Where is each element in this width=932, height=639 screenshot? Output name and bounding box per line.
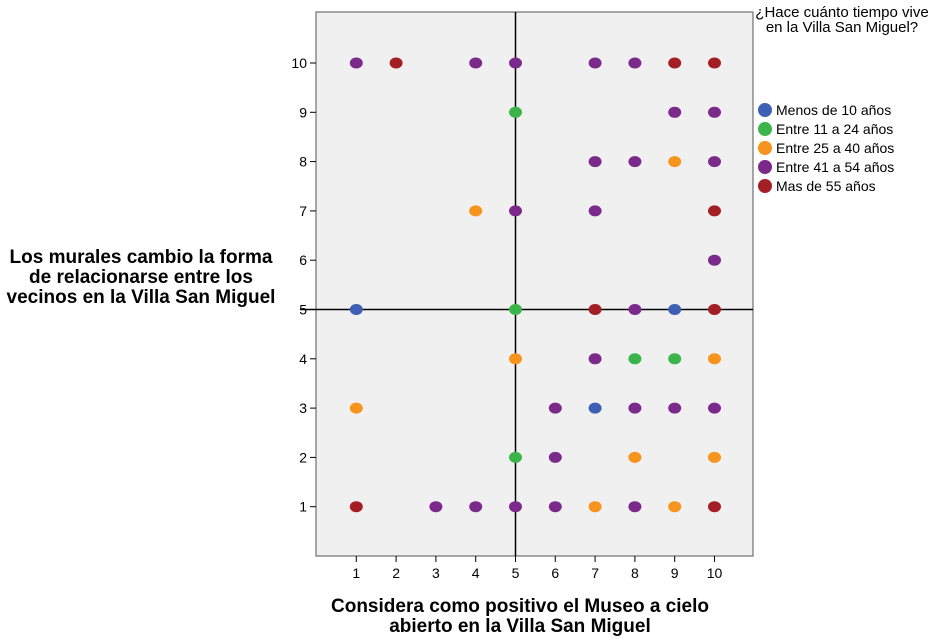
data-point	[588, 304, 602, 315]
data-point	[628, 402, 642, 414]
data-point	[628, 156, 642, 168]
plot-area	[315, 11, 754, 557]
data-point	[509, 57, 522, 69]
data-point	[628, 501, 642, 513]
data-point	[708, 156, 721, 168]
x-tick-label: 7	[591, 565, 599, 581]
legend-item: Mas de 55 años	[758, 176, 894, 195]
data-point	[349, 402, 363, 414]
legend-label: Mas de 55 años	[776, 177, 876, 194]
data-point	[668, 501, 682, 513]
data-point	[708, 353, 721, 365]
data-point	[708, 501, 721, 513]
data-point	[668, 156, 682, 168]
x-tick-label: 6	[551, 565, 559, 581]
data-point	[509, 451, 522, 463]
x-tick-label: 3	[432, 565, 440, 581]
data-point	[628, 353, 642, 365]
x-tick-label: 10	[707, 565, 723, 581]
data-point	[349, 57, 363, 69]
x-tick-label: 2	[392, 565, 400, 581]
data-point	[349, 304, 363, 315]
y-axis-label: Los murales cambio la forma de relaciona…	[6, 247, 276, 308]
legend: Menos de 10 años Entre 11 a 24 años Entre …	[758, 100, 894, 195]
data-point	[628, 304, 642, 315]
legend-title: ¿Hace cuánto tiempo vive en la Villa San…	[755, 4, 929, 36]
data-point	[588, 353, 602, 365]
data-point	[708, 451, 721, 463]
legend-swatch	[758, 140, 772, 155]
legend-label: Entre 41 a 54 años	[776, 158, 895, 175]
data-point	[469, 501, 483, 513]
x-tick-label: 4	[472, 565, 480, 581]
y-tick-label: 10	[291, 55, 307, 71]
y-tick-label: 7	[299, 203, 307, 219]
y-tick-label: 2	[299, 449, 307, 465]
data-point	[708, 57, 721, 69]
data-point	[349, 501, 363, 513]
x-tick-label: 1	[352, 565, 360, 581]
x-tick-label: 9	[671, 565, 679, 581]
data-point	[509, 304, 522, 315]
data-point	[668, 106, 682, 118]
legend-item: Entre 11 a 24 años	[758, 119, 894, 138]
data-point	[708, 205, 721, 217]
data-point	[509, 501, 522, 513]
data-point	[708, 304, 721, 315]
data-point	[548, 402, 562, 414]
x-axis-label: Considera como positivo el Museo a cielo…	[331, 596, 709, 637]
data-point	[708, 254, 721, 266]
y-tick-label: 9	[299, 104, 307, 120]
data-point	[668, 353, 682, 365]
data-point	[429, 501, 443, 513]
legend-swatch	[758, 178, 772, 193]
y-tick-label: 4	[299, 351, 307, 367]
data-point	[548, 451, 562, 463]
data-point	[588, 156, 602, 168]
data-point	[628, 57, 642, 69]
legend-label: Menos de 10 años	[776, 101, 892, 118]
data-point	[588, 205, 602, 217]
legend-label: Entre 11 a 24 años	[776, 120, 894, 137]
data-point	[509, 205, 522, 217]
data-point	[509, 353, 522, 365]
y-tick-label: 8	[299, 154, 307, 170]
y-tick-label: 6	[299, 252, 307, 268]
data-point	[628, 451, 642, 463]
x-tick-label: 5	[512, 565, 520, 581]
legend-swatch	[758, 102, 772, 117]
legend-swatch	[758, 121, 772, 136]
legend-swatch	[758, 159, 772, 174]
legend-label: Entre 25 a 40 años	[776, 139, 895, 156]
data-point	[469, 57, 483, 69]
data-point	[668, 402, 682, 414]
data-point	[469, 205, 483, 217]
data-point	[588, 57, 602, 69]
y-tick-label: 1	[299, 499, 307, 515]
data-point	[588, 501, 602, 513]
legend-item: Menos de 10 años	[758, 100, 894, 119]
y-tick-label: 5	[299, 302, 307, 318]
y-tick-label: 3	[299, 400, 307, 416]
legend-item: Entre 41 a 54 años	[758, 157, 894, 176]
data-point	[588, 402, 602, 414]
data-point	[668, 57, 682, 69]
data-point	[509, 106, 522, 118]
data-point	[708, 402, 721, 414]
data-point	[668, 304, 682, 315]
data-point	[389, 57, 403, 69]
data-point	[708, 106, 721, 118]
legend-item: Entre 25 a 40 años	[758, 138, 894, 157]
x-tick-label: 8	[631, 565, 639, 581]
data-point	[548, 501, 562, 513]
